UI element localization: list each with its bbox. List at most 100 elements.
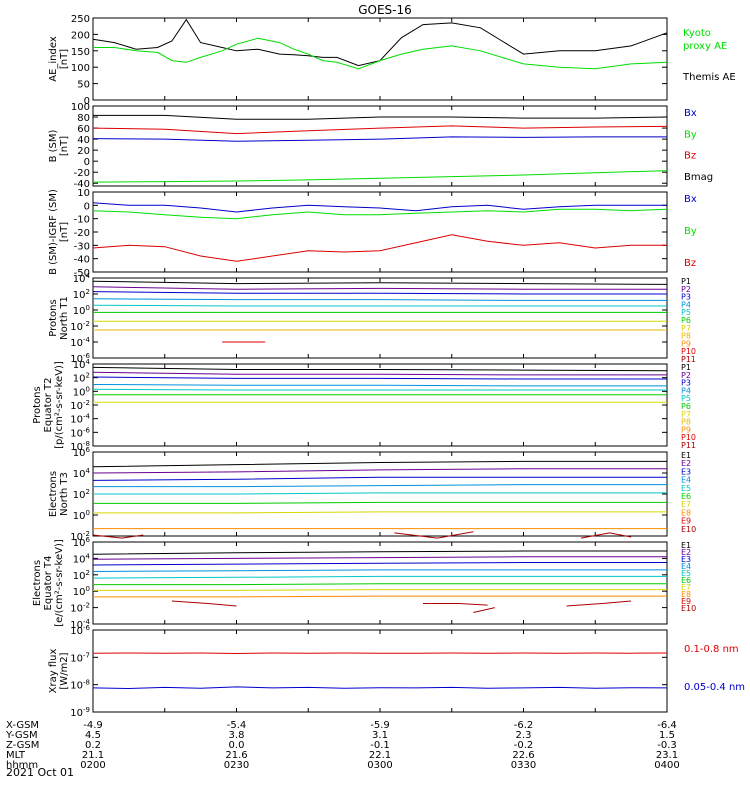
y-tick-label: 102 [73, 488, 90, 501]
legend-entry: P3 [681, 293, 691, 302]
y-tick-label: 102 [73, 372, 90, 385]
y-tick-label: 50 [77, 80, 90, 91]
legend-entry: proxy AE [683, 41, 727, 52]
series-segment [423, 603, 488, 606]
y-tick-label: 100 [73, 509, 90, 522]
orbit-value: -6.2 [514, 720, 534, 731]
legend-entry: Bz [684, 258, 696, 269]
y-tick-label: 0 [84, 201, 90, 212]
orbit-value: 22.6 [512, 750, 534, 761]
legend-entry: E8 [681, 590, 691, 599]
series-line-e4 [92, 569, 667, 572]
legend-entry: E6 [681, 492, 691, 501]
series-line-kyoto-proxy-ae [93, 37, 668, 70]
plot-title: GOES-16 [358, 3, 412, 17]
orbit-value: -6.4 [657, 720, 677, 731]
legend-entry: P9 [681, 425, 691, 434]
legend-entry: P2 [681, 371, 691, 380]
legend-entry: E5 [681, 484, 691, 493]
y-tick-label: -20 [74, 168, 90, 179]
series-segment [580, 532, 632, 539]
y-tick-label: -20 [74, 228, 90, 239]
orbit-value: 21.1 [82, 750, 104, 761]
legend-entry: P2 [681, 285, 691, 294]
legend-entry: E6 [681, 576, 691, 585]
panel-frame [92, 277, 668, 359]
series-segment [171, 600, 237, 607]
orbit-value: 2.3 [516, 730, 532, 741]
y-tick-label: -10 [74, 215, 90, 226]
legend-entry: By [684, 226, 697, 237]
y-tick-label: 104 [73, 358, 91, 371]
series-line-e3 [92, 476, 667, 481]
legend-entry: By [684, 129, 697, 140]
panel-bigrf: -50 -40 -30 -20 -10 0 10 B (SM)-IGRF (SM) [nT] Bx… [48, 188, 697, 279]
series-line-bz [92, 125, 668, 135]
y-tick-label: 102 [73, 288, 90, 301]
y-axis-label: [e/(cm²-s-sr-keV)] [54, 539, 65, 627]
series-line-bz [92, 234, 667, 262]
series-segment [394, 531, 474, 539]
legend-entry: P11 [681, 355, 696, 364]
orbit-value: -5.4 [227, 720, 247, 731]
y-axis-label: [nT] [59, 49, 70, 69]
y-tick-label: -40 [74, 255, 90, 266]
y-axis-label: Equator T4 [43, 556, 54, 611]
y-tick-label: -50 [74, 268, 90, 279]
legend-entry: P11 [681, 441, 696, 450]
orbit-value: 3.1 [372, 730, 388, 741]
legend-entry: P6 [681, 402, 691, 411]
series-segment [92, 534, 144, 539]
series-line-e6 [93, 501, 667, 504]
y-tick-label: 250 [71, 14, 90, 25]
y-axis-label: [W/m2] [59, 652, 70, 689]
y-tick-label: 10-8 [70, 679, 90, 692]
y-tick-label: 100 [73, 385, 90, 398]
y-tick-label: 100 [73, 585, 90, 598]
legend-entry: P5 [681, 394, 691, 403]
legend-entry: P3 [681, 379, 691, 388]
y-tick-label: 10-2 [70, 320, 90, 333]
y-tick-label: 20 [77, 146, 90, 157]
panel-frame [92, 363, 668, 447]
orbit-row-label: Z-GSM [6, 740, 39, 751]
y-axis-label: [nT] [59, 136, 70, 156]
legend-entry: E10 [681, 525, 696, 534]
series-line-e5 [93, 492, 667, 495]
series-line-p1 [92, 280, 668, 285]
orbit-row-label: X-GSM [6, 720, 39, 731]
series-line-p2 [92, 371, 667, 376]
legend-entry: E9 [681, 517, 691, 526]
legend-entry: E4 [681, 476, 691, 485]
legend-entry: E10 [681, 604, 696, 613]
y-tick-label: 102 [73, 569, 90, 582]
legend-entry: Bz [684, 151, 696, 162]
legend-entry: 0.1-0.8 nm [684, 644, 739, 655]
panel-frame [92, 191, 668, 273]
legend-entry: P8 [681, 418, 691, 427]
legend-entry: E7 [681, 500, 691, 509]
panel-frame [92, 541, 668, 625]
y-tick-label: 0 [84, 157, 90, 168]
series-line-p4 [92, 384, 667, 387]
legend-entry: P4 [681, 386, 691, 395]
orbit-value: -0.1 [370, 740, 390, 751]
y-axis-label: North T3 [59, 472, 70, 516]
series-line-p5 [92, 304, 667, 307]
series-line-e2 [92, 556, 667, 560]
y-axis-label: North T1 [59, 296, 70, 340]
y-tick-label: 104 [73, 552, 91, 565]
legend-entry: E4 [681, 562, 691, 571]
legend-entry: P9 [681, 339, 691, 348]
legend-entry: P6 [681, 316, 691, 325]
panel-frame [92, 629, 668, 713]
series-line-e8 [93, 595, 667, 598]
y-tick-label: 104 [73, 467, 91, 480]
series-line-e1 [92, 460, 667, 468]
orbit-value: -5.9 [370, 720, 390, 731]
orbit-value: -0.2 [514, 740, 534, 751]
y-tick-label: 60 [77, 124, 90, 135]
